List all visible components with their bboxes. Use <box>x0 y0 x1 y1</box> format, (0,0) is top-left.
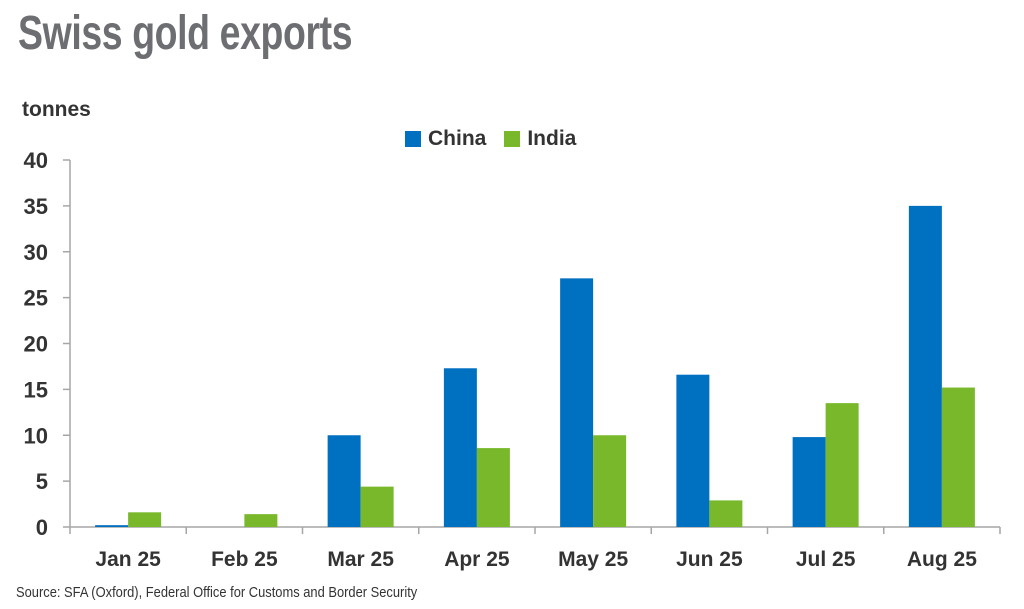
legend-item-india: India <box>504 127 576 151</box>
bar-china-may-25 <box>560 278 594 527</box>
x-tick-label: Jul 25 <box>796 548 856 571</box>
bar-china-apr-25 <box>443 368 477 527</box>
legend-label-china: China <box>428 127 487 150</box>
legend-item-china: China <box>405 127 486 151</box>
bar-india-jan-25 <box>128 512 162 527</box>
y-axis-unit-label: tonnes <box>22 98 91 121</box>
legend-swatch-china <box>405 131 421 147</box>
y-tick-label: 30 <box>24 240 48 265</box>
bar-china-jul-25 <box>792 437 826 527</box>
bar-india-feb-25 <box>244 514 278 527</box>
y-tick-label: 5 <box>36 469 48 494</box>
bar-india-jun-25 <box>709 500 743 527</box>
bar-india-jul-25 <box>825 403 859 527</box>
x-tick-label: Jan 25 <box>95 548 161 571</box>
bar-china-mar-25 <box>327 435 361 527</box>
x-tick-label: Apr 25 <box>444 548 510 571</box>
bar-china-jun-25 <box>676 374 710 527</box>
y-tick-label: 40 <box>24 148 48 173</box>
bar-india-aug-25 <box>941 387 975 527</box>
legend-swatch-india <box>504 131 521 147</box>
source-note: Source: SFA (Oxford), Federal Office for… <box>16 584 418 601</box>
y-tick-label: 20 <box>24 332 48 357</box>
x-tick-label: Mar 25 <box>327 548 394 571</box>
bar-china-aug-25 <box>908 205 942 527</box>
x-tick-label: Feb 25 <box>211 548 278 571</box>
bar-india-apr-25 <box>476 448 510 527</box>
y-tick-label: 10 <box>24 423 48 448</box>
legend-label-india: India <box>527 127 577 150</box>
y-tick-label: 25 <box>24 286 48 311</box>
chart-title: Swiss gold exports <box>18 7 353 60</box>
bar-india-mar-25 <box>360 486 394 527</box>
y-tick-label: 0 <box>36 515 48 540</box>
legend: China India <box>405 127 586 151</box>
y-tick-label: 35 <box>24 194 48 219</box>
x-tick-label: Aug 25 <box>907 548 977 571</box>
x-tick-label: May 25 <box>558 548 628 571</box>
bar-india-may-25 <box>593 435 627 527</box>
x-tick-label: Jun 25 <box>676 548 743 571</box>
bar-china-jan-25 <box>95 525 129 527</box>
y-tick-label: 15 <box>24 377 48 402</box>
